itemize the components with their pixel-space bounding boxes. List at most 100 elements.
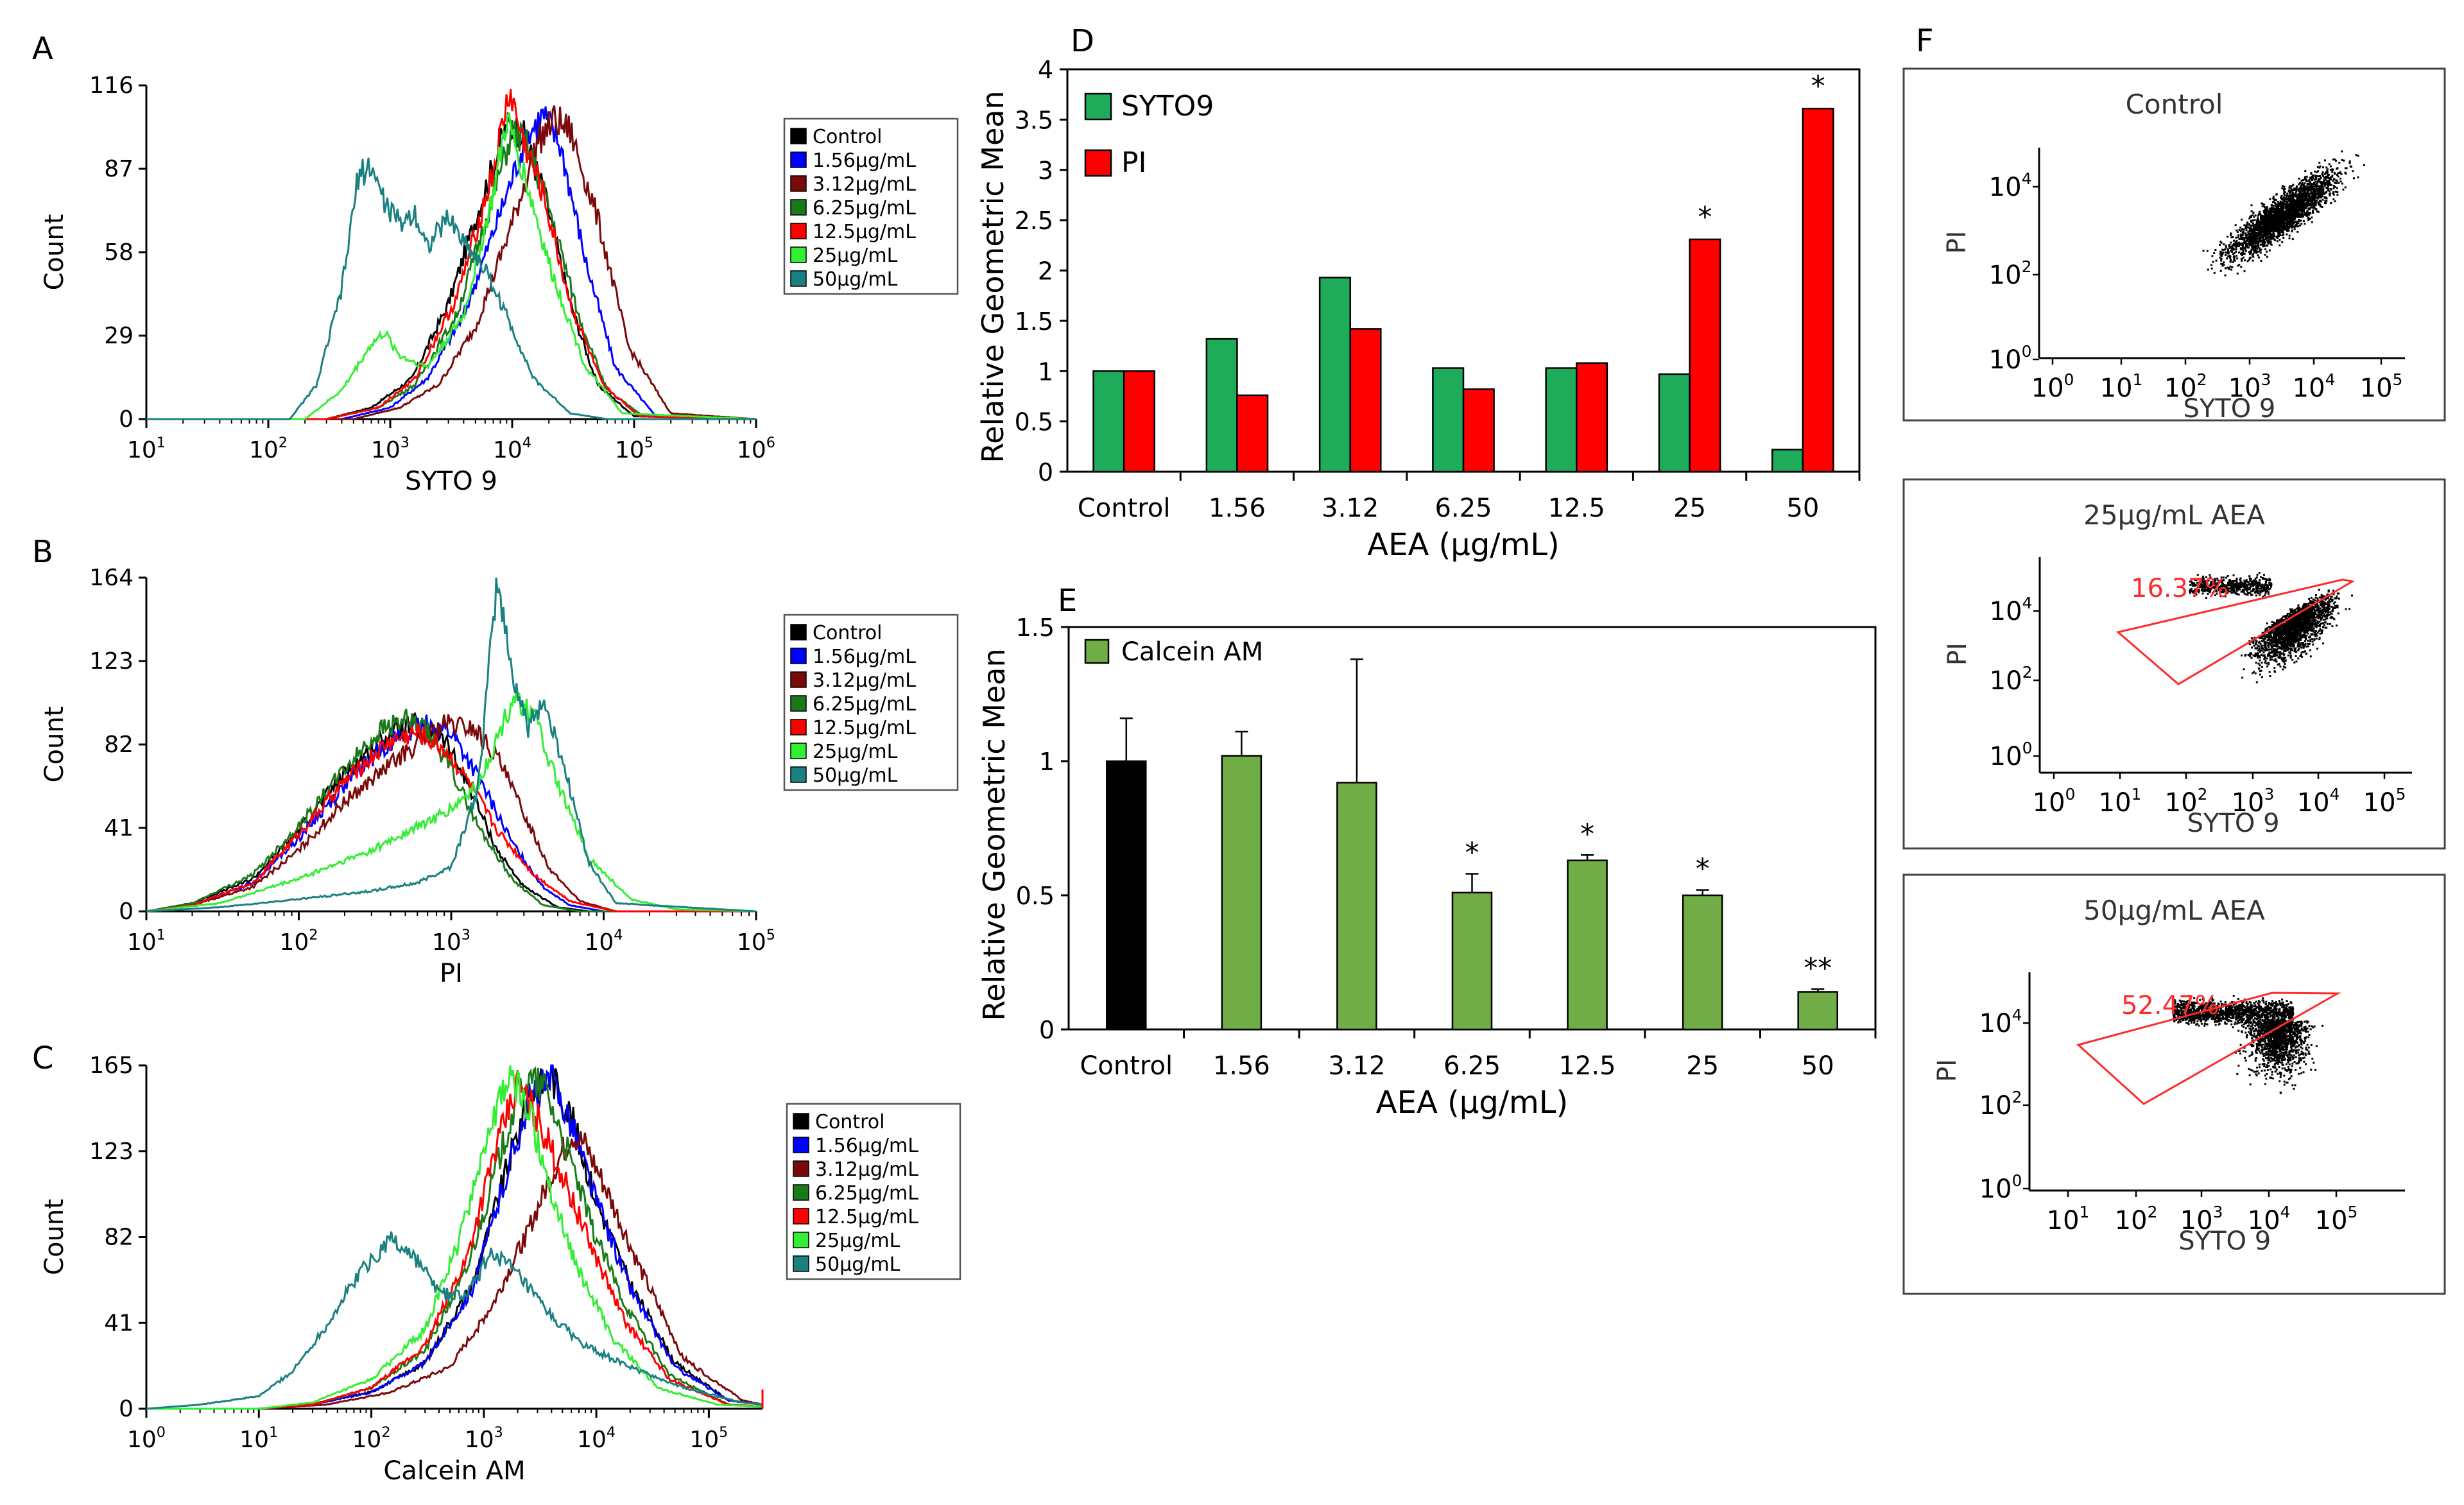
dot <box>2317 193 2320 195</box>
x-tick-label: 105 <box>689 1424 728 1453</box>
dot <box>2244 585 2246 587</box>
dot <box>2304 642 2307 645</box>
dot <box>2287 203 2289 206</box>
dot <box>2300 635 2302 637</box>
dot <box>2252 590 2254 592</box>
dot <box>2263 633 2266 636</box>
dot <box>2273 223 2276 225</box>
dot <box>2261 205 2264 207</box>
dot <box>2275 207 2277 210</box>
dot <box>2268 581 2271 584</box>
dot <box>2250 228 2253 230</box>
tick-base: 10 <box>584 929 614 956</box>
x-tick-label: 105 <box>615 434 653 463</box>
dot <box>2249 580 2252 582</box>
dot <box>2270 644 2272 646</box>
dot <box>2264 227 2266 229</box>
dot <box>2190 580 2193 583</box>
dot <box>2325 202 2327 205</box>
dot <box>2261 584 2262 587</box>
dot <box>2309 639 2312 641</box>
dot <box>2248 654 2251 657</box>
dot <box>2298 641 2300 644</box>
dot <box>2246 584 2248 587</box>
dot <box>2327 596 2329 598</box>
dot <box>2257 652 2259 655</box>
dot <box>2286 195 2287 198</box>
dot <box>2307 212 2309 215</box>
dot <box>2305 196 2307 198</box>
dot <box>2332 159 2334 160</box>
dot <box>2241 257 2243 260</box>
dot <box>2344 171 2347 174</box>
dot <box>2301 190 2304 193</box>
dot <box>2272 207 2275 209</box>
dot <box>2291 223 2294 225</box>
dot <box>2279 204 2282 207</box>
legend-swatch <box>1084 92 1112 121</box>
dot <box>2273 226 2275 228</box>
dot <box>2225 254 2227 256</box>
dot <box>2291 211 2293 213</box>
dot <box>2280 198 2283 200</box>
dot <box>2262 226 2264 228</box>
dot <box>2253 232 2255 234</box>
dot <box>2227 266 2228 269</box>
dot <box>2277 206 2279 209</box>
y-tick-label: 3.5 <box>1015 106 1053 134</box>
tick-exponent: 0 <box>2022 739 2033 757</box>
dot <box>2250 578 2252 580</box>
dot <box>2222 579 2225 581</box>
dot <box>2232 236 2234 238</box>
dot <box>2228 581 2230 584</box>
dot <box>2279 234 2282 236</box>
dot <box>2253 239 2255 242</box>
dot <box>2279 653 2281 655</box>
dot <box>2305 178 2307 180</box>
legend-label: 50μg/mL <box>813 764 898 787</box>
tick-base: 10 <box>689 1427 719 1453</box>
dot <box>2305 175 2308 178</box>
dot <box>2267 644 2269 647</box>
x-tick-label: 104 <box>577 1424 616 1453</box>
dot <box>2336 191 2339 193</box>
dot <box>2251 241 2253 244</box>
dot <box>2275 203 2277 206</box>
dot <box>2313 620 2315 623</box>
dot <box>2348 160 2351 162</box>
dot <box>2314 178 2317 180</box>
dot <box>2287 648 2289 651</box>
dot <box>2220 259 2223 262</box>
y-tick-label: 123 <box>89 648 134 675</box>
bar <box>1797 991 1838 1031</box>
dot <box>2340 173 2343 175</box>
tick-base: 10 <box>279 929 309 956</box>
dot <box>2296 200 2299 203</box>
tick-base: 10 <box>737 437 766 463</box>
dot <box>2268 626 2270 628</box>
dot <box>2198 586 2200 589</box>
dot <box>2293 633 2295 635</box>
dot <box>2259 594 2261 596</box>
dot <box>2213 252 2216 254</box>
dot <box>2320 594 2323 596</box>
dot <box>2330 615 2333 618</box>
dot <box>2239 227 2242 229</box>
significance-mark: * <box>1465 837 1479 870</box>
dot <box>2332 187 2335 189</box>
dot <box>2286 642 2288 645</box>
dot <box>2193 582 2195 585</box>
dot <box>2311 184 2313 187</box>
dot <box>2307 194 2309 196</box>
x-tick-label: Control <box>1080 1051 1173 1081</box>
dot <box>2339 177 2341 180</box>
dot <box>2325 187 2328 189</box>
dot <box>2313 182 2315 184</box>
dot <box>2302 193 2305 196</box>
dot <box>2320 609 2322 612</box>
dot <box>2311 188 2313 191</box>
dot <box>2302 188 2304 190</box>
dot <box>2250 225 2253 227</box>
dot <box>2289 221 2292 223</box>
dot <box>2295 190 2298 193</box>
